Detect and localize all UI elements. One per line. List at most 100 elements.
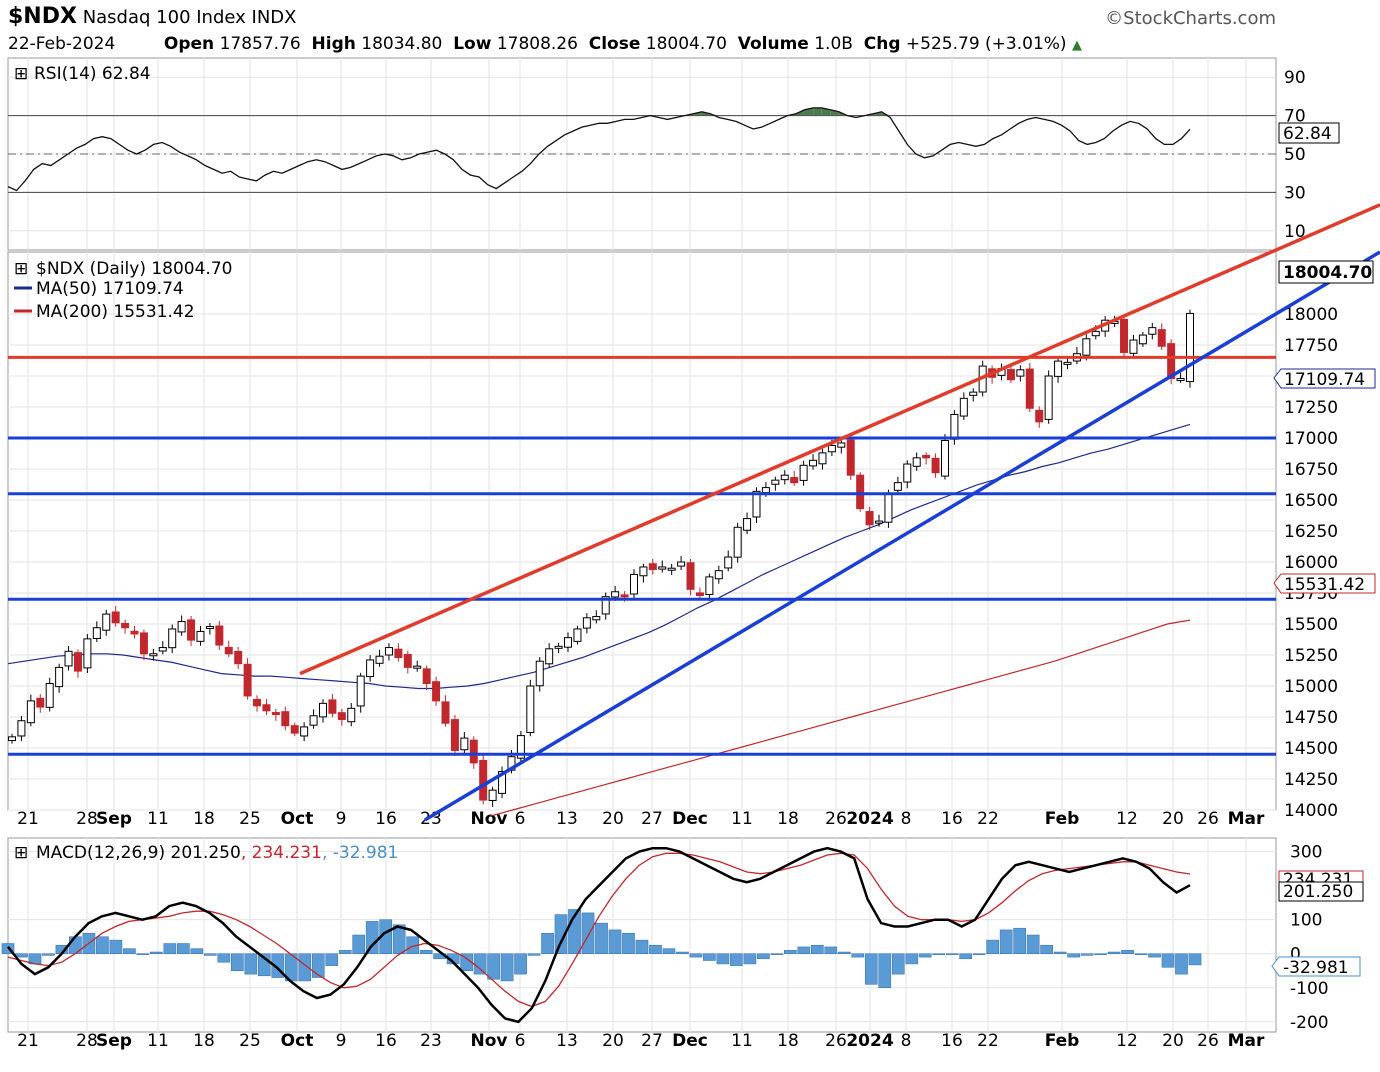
price-y-tick: 14750 bbox=[1284, 708, 1338, 728]
candle-body bbox=[1176, 377, 1185, 381]
date: 22-Feb-2024 bbox=[8, 34, 116, 54]
candle-body bbox=[1082, 338, 1091, 356]
x-tick-label: Nov bbox=[471, 809, 508, 829]
macd-hist-bar bbox=[554, 914, 568, 954]
candle-body bbox=[705, 576, 714, 595]
candle-body bbox=[629, 573, 638, 595]
macd-legend-icon: ⊞ bbox=[14, 843, 28, 863]
candle-body bbox=[686, 562, 695, 590]
macd-hist-bar bbox=[703, 953, 716, 961]
macd-hist-bar bbox=[338, 950, 352, 954]
macd-hist-bar bbox=[1188, 953, 1202, 966]
candle-body bbox=[865, 511, 874, 526]
macd-hist-bar bbox=[1121, 950, 1134, 954]
price-y-tick: 16250 bbox=[1284, 522, 1338, 542]
price-y-tick: 16750 bbox=[1284, 460, 1338, 480]
x-tick-label: 23 bbox=[420, 1031, 442, 1051]
candle-body bbox=[1006, 369, 1015, 381]
candle-body bbox=[1157, 329, 1166, 347]
x-tick-label: 11 bbox=[731, 809, 753, 829]
x-tick-label: 26 bbox=[825, 1031, 847, 1051]
macd-hist-bar bbox=[1080, 953, 1094, 956]
candle-body bbox=[271, 712, 280, 716]
x-tick-label: Mar bbox=[1228, 1031, 1265, 1051]
x-tick-label: 20 bbox=[1162, 1031, 1184, 1051]
macd-hist-bar bbox=[1161, 953, 1175, 968]
candle-body bbox=[375, 655, 384, 664]
x-tick-label: 18 bbox=[193, 1031, 215, 1051]
candle-body bbox=[92, 627, 101, 640]
macd-hist-bar bbox=[487, 953, 500, 980]
candle-body bbox=[121, 623, 130, 629]
candle-body bbox=[903, 463, 912, 483]
ma200-price-label: 15531.42 bbox=[1284, 575, 1365, 595]
macd-value-label: 201.250 bbox=[1283, 882, 1353, 902]
candle-body bbox=[601, 596, 610, 615]
price-y-tick: 17750 bbox=[1284, 336, 1338, 356]
high-label: High bbox=[311, 34, 356, 54]
rsi-y-tick: 30 bbox=[1284, 183, 1306, 203]
ma50-line bbox=[7, 423, 1191, 690]
macd-legend-macd: MACD(12,26,9) 201.250 bbox=[36, 843, 241, 863]
candle-body bbox=[215, 625, 224, 646]
candle-body bbox=[837, 442, 846, 448]
macd-hist-bar bbox=[622, 933, 635, 954]
x-tick-label: 22 bbox=[977, 1031, 999, 1051]
candle-body bbox=[224, 646, 233, 655]
rsi-legend: RSI(14) 62.84 bbox=[34, 64, 151, 84]
close-label-box bbox=[1278, 260, 1374, 284]
x-tick-label: 20 bbox=[602, 1031, 624, 1051]
candle-body bbox=[554, 645, 563, 649]
candle-body bbox=[799, 464, 808, 481]
rsi-y-tick: 50 bbox=[1284, 145, 1306, 165]
x-tick-label: 28 bbox=[76, 1031, 98, 1051]
candle-body bbox=[950, 413, 959, 440]
x-tick-label: 21 bbox=[17, 809, 39, 829]
price-y-tick: 15000 bbox=[1284, 677, 1338, 697]
candle-body bbox=[658, 566, 667, 570]
macd-hist-bar bbox=[689, 953, 703, 958]
volume-label: Volume bbox=[737, 34, 809, 54]
up-arrow-icon: ▲ bbox=[1071, 38, 1082, 53]
candle-body bbox=[177, 621, 186, 633]
candle-body bbox=[959, 397, 968, 417]
macd-hist-bar bbox=[527, 953, 541, 956]
macd-hist-bar bbox=[918, 953, 932, 958]
macd-hist-bar bbox=[797, 946, 811, 954]
ma50-price-label: 17109.74 bbox=[1284, 370, 1365, 390]
x-tick-label: 11 bbox=[731, 1031, 753, 1051]
candle-body bbox=[281, 711, 290, 727]
price-y-tick: 15500 bbox=[1284, 615, 1338, 635]
macd-hist-bar bbox=[1107, 951, 1121, 954]
candle-body bbox=[347, 707, 356, 723]
macd-hist-bar bbox=[959, 953, 973, 960]
x-tick-label: 11 bbox=[147, 809, 169, 829]
x-tick-label: 16 bbox=[375, 1031, 397, 1051]
macd-y-tick: 300 bbox=[1290, 843, 1322, 863]
rsi-y-tick: 10 bbox=[1284, 222, 1306, 242]
candle-body bbox=[450, 719, 459, 751]
x-tick-label: Sep bbox=[96, 1031, 132, 1051]
candle-body bbox=[460, 737, 469, 751]
macd-hist-bar bbox=[419, 950, 433, 954]
macd-hist-bar bbox=[932, 953, 946, 955]
macd-hist-bar bbox=[770, 953, 784, 955]
chg-label: Chg bbox=[863, 34, 901, 54]
candle-body bbox=[545, 648, 554, 665]
macd-y-tick: -100 bbox=[1290, 979, 1329, 999]
x-tick-label: 16 bbox=[375, 809, 397, 829]
candle-body bbox=[498, 771, 507, 794]
x-tick-label: 13 bbox=[556, 809, 578, 829]
candle-body bbox=[516, 735, 525, 759]
candle-body bbox=[1063, 361, 1072, 365]
candle-body bbox=[893, 482, 902, 491]
candle-body bbox=[592, 616, 601, 621]
candle-body bbox=[1129, 339, 1138, 354]
candle-body bbox=[253, 698, 262, 707]
candle-body bbox=[300, 726, 309, 737]
macd-hist-bar bbox=[649, 944, 662, 954]
candle-body bbox=[356, 675, 365, 707]
candle-body bbox=[573, 628, 582, 642]
macd-hist-bar bbox=[905, 953, 919, 965]
